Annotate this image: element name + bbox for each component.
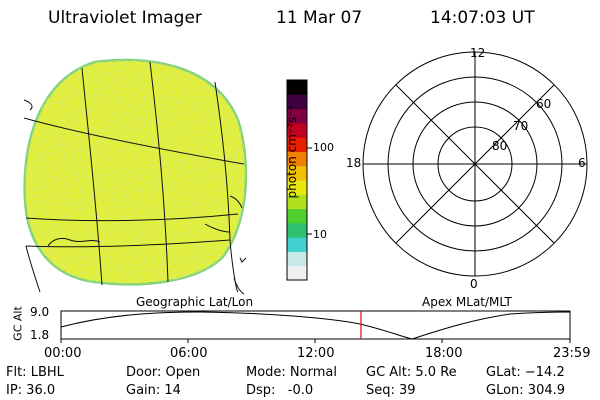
colorbar-label-100: 100 [313, 141, 334, 154]
colorbar-segment [287, 122, 307, 138]
mlt-label-0: 0 [470, 277, 478, 291]
mlt-label-6: 6 [578, 156, 586, 170]
status-gc-altitude: GC Alt: 5.0 Re [366, 365, 457, 380]
status-dsp: Dsp: -0.0 [246, 383, 314, 398]
status-mode: Mode: Normal [246, 365, 337, 380]
colorbar-segment [287, 108, 307, 124]
altitude-ytick-high: 9.0 [30, 305, 50, 319]
colorbar-segment [287, 222, 307, 238]
colorbar-segment [287, 137, 307, 152]
mlat-label-70: 70 [513, 119, 529, 133]
status-ip: IP: 36.0 [6, 383, 56, 398]
time-label-0600: 06:00 [170, 346, 208, 361]
status-door: Door: Open [126, 365, 201, 380]
colorbar-segment [287, 251, 307, 267]
polar-plot [362, 51, 588, 277]
time-label-1800: 18:00 [425, 346, 463, 361]
time-label-2359: 23:59 [553, 346, 591, 361]
status-sequence: Seq: 39 [366, 383, 416, 398]
status-glat: GLat: −14.2 [486, 365, 565, 380]
status-glon: GLon: 304.9 [486, 383, 566, 398]
altitude-panel [60, 310, 571, 343]
polar-diagonal-2 [395, 84, 555, 244]
altitude-frame [60, 310, 571, 340]
mlat-label-60: 60 [536, 97, 552, 111]
instrument-title: Ultraviolet Imager [48, 8, 202, 28]
altitude-ytick-low: 1.8 [30, 328, 50, 342]
colorbar-label-10: 10 [313, 228, 327, 241]
uv-image [23, 58, 248, 295]
time-label-1200: 12:00 [297, 346, 335, 361]
polar-panel-label: Apex MLat/MLT [422, 295, 512, 309]
colorbar-segment [287, 208, 307, 224]
colorbar-segment [287, 151, 307, 167]
colorbar-segment [287, 265, 307, 281]
geographic-panel-label: Geographic Lat/Lon [136, 295, 254, 309]
observation-date: 11 Mar 07 [276, 8, 363, 28]
colorbar-segment [287, 80, 307, 95]
colorbar-segment [287, 194, 307, 210]
observation-time: 14:07:03 UT [430, 8, 535, 28]
geographic-grid [23, 61, 247, 295]
status-filter: Flt: LBHL [6, 365, 64, 380]
mlat-label-80: 80 [492, 139, 508, 153]
uv-image-texture [24, 60, 246, 285]
time-label-0000: 00:00 [44, 346, 82, 361]
mlt-label-18: 18 [346, 156, 362, 170]
colorbar-segment [287, 94, 307, 110]
colorbar-segment [287, 165, 307, 181]
mlt-label-12: 12 [470, 46, 486, 60]
colorbar-unit-label: photon cm⁻²s⁻¹ [285, 105, 299, 199]
status-gain: Gain: 14 [126, 383, 181, 398]
colorbar [286, 79, 312, 281]
colorbar-frame [286, 79, 308, 281]
altitude-curve [60, 311, 571, 340]
colorbar-segment [287, 237, 307, 252]
altitude-axis-label: GC Alt [11, 306, 25, 341]
colorbar-segment [287, 180, 307, 195]
